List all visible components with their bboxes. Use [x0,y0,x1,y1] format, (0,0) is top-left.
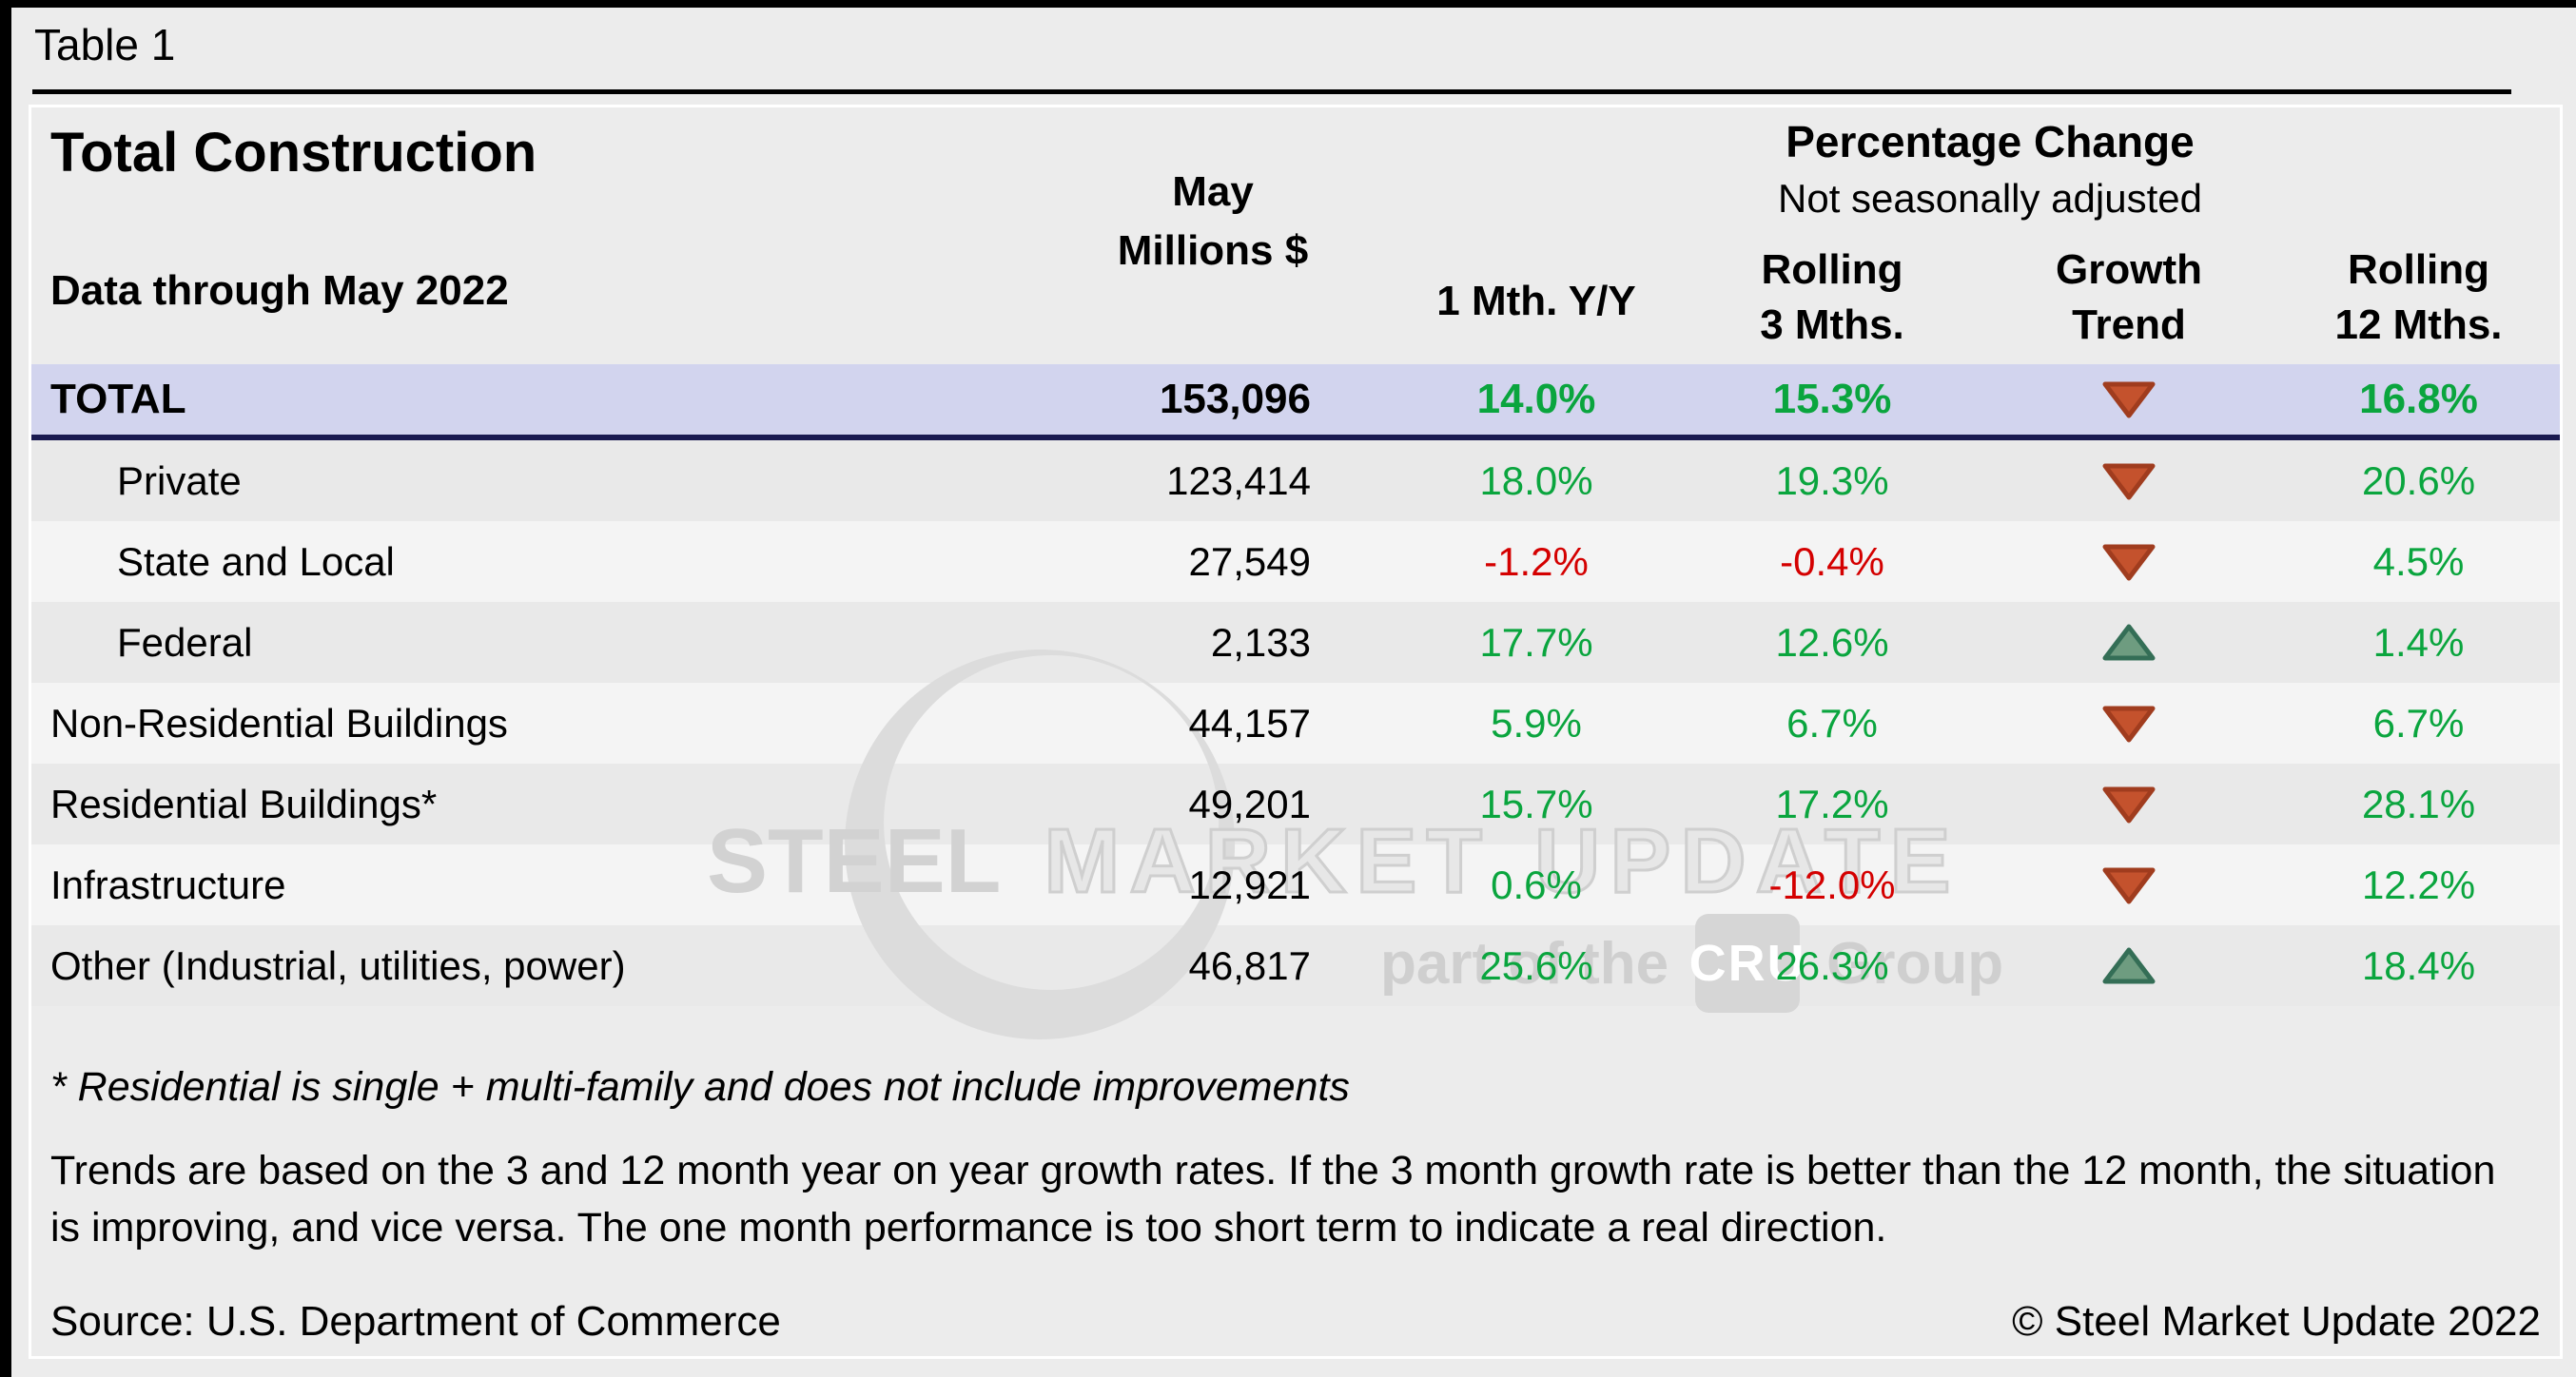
trend-down-icon [2102,786,2156,823]
trend-down-icon [2102,706,2156,742]
row-rolling12: 12.2% [2361,862,2476,907]
row-rolling12: 4.5% [2372,538,2465,584]
row-rolling12: 20.6% [2361,457,2476,503]
row-rolling3: 6.7% [1786,700,1878,746]
page-title: Total Construction [50,122,537,184]
header-pct-change-title: Percentage Change [1786,117,2195,166]
footnote-residential: * Residential is single + multi-family a… [50,1064,1350,1110]
row-millions: 2,133 [1210,619,1311,665]
trend-down-icon [2102,381,2156,418]
trend-cell [1981,865,2277,905]
row-rolling3: 12.6% [1775,619,1889,665]
footnote-trends: Trends are based on the 3 and 12 month y… [50,1148,2496,1251]
table-body: TOTAL 153,096 14.0% 15.3% 16.8% Private … [31,364,2560,1006]
row-rolling3: 19.3% [1775,457,1889,503]
row-millions: 44,157 [1188,700,1311,746]
divider-rule [32,89,2511,94]
row-label: Residential Buildings* [50,781,438,826]
trend-cell [1981,785,2277,824]
copyright-text: © Steel Market Update 2022 [2012,1298,2541,1345]
row-millions: 49,201 [1188,781,1311,826]
total-row: TOTAL 153,096 14.0% 15.3% 16.8% [31,364,2560,440]
row-label: Non-Residential Buildings [50,700,508,746]
header-pct-change-sub: Not seasonally adjusted [1778,176,2202,221]
row-label: Private [117,457,242,503]
trend-up-icon [2102,947,2156,983]
header-may-millions: May Millions $ [1037,163,1389,281]
frame-top [0,0,2576,8]
table-row: Non-Residential Buildings 44,157 5.9% 6.… [31,683,2560,764]
row-rolling12: 1.4% [2372,619,2465,665]
row-rolling3: -12.0% [1768,862,1896,907]
table-row: Other (Industrial, utilities, power) 46,… [31,925,2560,1006]
page-subtitle: Data through May 2022 [50,267,509,314]
table-row: Residential Buildings* 49,201 15.7% 17.2… [31,764,2560,844]
header-rolling3: Rolling 3 Mths. [1760,246,1904,348]
row-label: Infrastructure [50,862,286,907]
header-millions: Millions $ [1117,227,1309,274]
trend-down-icon [2102,867,2156,903]
row-1mth: 5.9% [1491,700,1582,746]
row-millions: 123,414 [1166,457,1311,503]
table-panel: STEEL MARKET UPDATE part of the CRU Grou… [29,105,2563,1359]
table-row: State and Local 27,549 -1.2% -0.4% 4.5% [31,521,2560,602]
header-rolling12: Rolling 12 Mths. [2334,246,2503,348]
trend-up-icon [2102,624,2156,660]
row-millions: 153,096 [1159,376,1311,422]
trend-cell [1981,704,2277,744]
table-label: Table 1 [34,20,176,69]
row-rolling3: 17.2% [1775,781,1889,826]
row-label: Federal [117,619,253,665]
trend-down-icon [2102,463,2156,499]
row-1mth: 17.7% [1479,619,1593,665]
row-label: Other (Industrial, utilities, power) [50,942,626,988]
table-row: Private 123,414 18.0% 19.3% 20.6% [31,440,2560,521]
row-rolling3: 26.3% [1775,942,1889,988]
trend-cell [1981,461,2277,501]
row-1mth: 18.0% [1479,457,1593,503]
frame-left [0,0,11,1377]
row-1mth: 15.7% [1479,781,1593,826]
trend-cell [1981,946,2277,986]
trend-cell [1981,379,2277,419]
table-row: Infrastructure 12,921 0.6% -12.0% 12.2% [31,844,2560,925]
row-1mth: 0.6% [1491,862,1582,907]
header-percentage-change: Percentage Change Not seasonally adjuste… [1389,113,2576,227]
header-growth-trend: Growth Trend [2056,246,2202,348]
row-rolling12: 16.8% [2359,376,2478,422]
row-rolling3: 15.3% [1772,376,1892,422]
header-1mth: 1 Mth. Y/Y [1436,278,1636,324]
header-may: May [1172,168,1254,215]
row-rolling12: 28.1% [2361,781,2476,826]
table-row: Federal 2,133 17.7% 12.6% 1.4% [31,602,2560,683]
row-1mth: 14.0% [1476,376,1596,422]
trend-cell [1981,542,2277,582]
row-rolling3: -0.4% [1780,538,1884,584]
trend-down-icon [2102,544,2156,580]
row-millions: 46,817 [1188,942,1311,988]
row-millions: 27,549 [1188,538,1311,584]
source-row: Source: U.S. Department of Commerce © St… [31,1298,2560,1346]
row-rolling12: 6.7% [2372,700,2465,746]
row-1mth: 25.6% [1479,942,1593,988]
source-text: Source: U.S. Department of Commerce [50,1298,781,1345]
row-rolling12: 18.4% [2361,942,2476,988]
row-label: TOTAL [50,376,186,422]
row-label: State and Local [117,538,395,584]
row-millions: 12,921 [1188,862,1311,907]
row-1mth: -1.2% [1484,538,1589,584]
trend-cell [1981,623,2277,663]
